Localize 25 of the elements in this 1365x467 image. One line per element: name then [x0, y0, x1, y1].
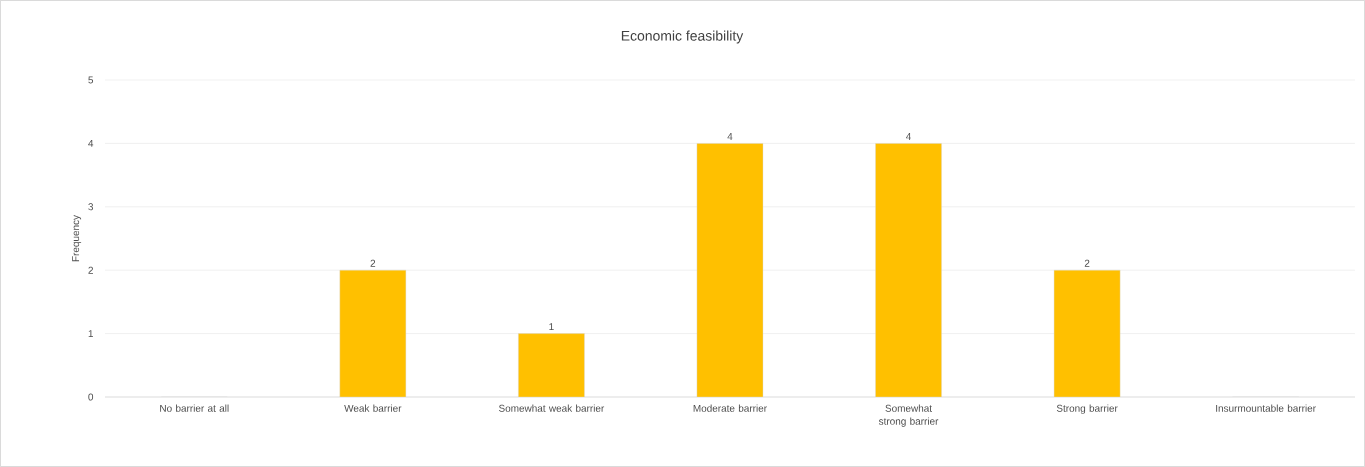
x-tick-label: Insurmountable barrier [1216, 404, 1316, 412]
bar [339, 270, 407, 397]
y-tick-label: 3 [88, 203, 94, 211]
data-label: 2 [1084, 259, 1090, 267]
bar [1053, 270, 1121, 397]
data-label: 2 [370, 259, 376, 267]
data-label: 4 [727, 133, 733, 140]
data-label: 1 [549, 323, 554, 331]
bar [518, 333, 585, 397]
x-tick-label: Weak barrier [344, 404, 402, 412]
y-tick-label: 5 [88, 76, 94, 84]
bar [875, 143, 942, 397]
x-tick-label: Somewhat weak barrier [498, 404, 605, 412]
x-tick-label: Somewhat strong barrier [878, 404, 939, 427]
y-tick-label: 4 [88, 139, 94, 147]
y-tick-label: 2 [88, 266, 93, 274]
y-tick-label: 0 [88, 393, 94, 401]
x-tick-label: Moderate barrier [693, 404, 767, 412]
x-tick-label: No barrier at all [160, 404, 229, 412]
x-tick-label: Strong barrier [1056, 404, 1118, 414]
data-label: 4 [906, 133, 912, 140]
y-tick-label: 1 [88, 330, 93, 338]
y-axis-title: Frequency [72, 214, 82, 262]
bar [696, 143, 764, 397]
chart-title: Economic feasibility [621, 30, 744, 44]
